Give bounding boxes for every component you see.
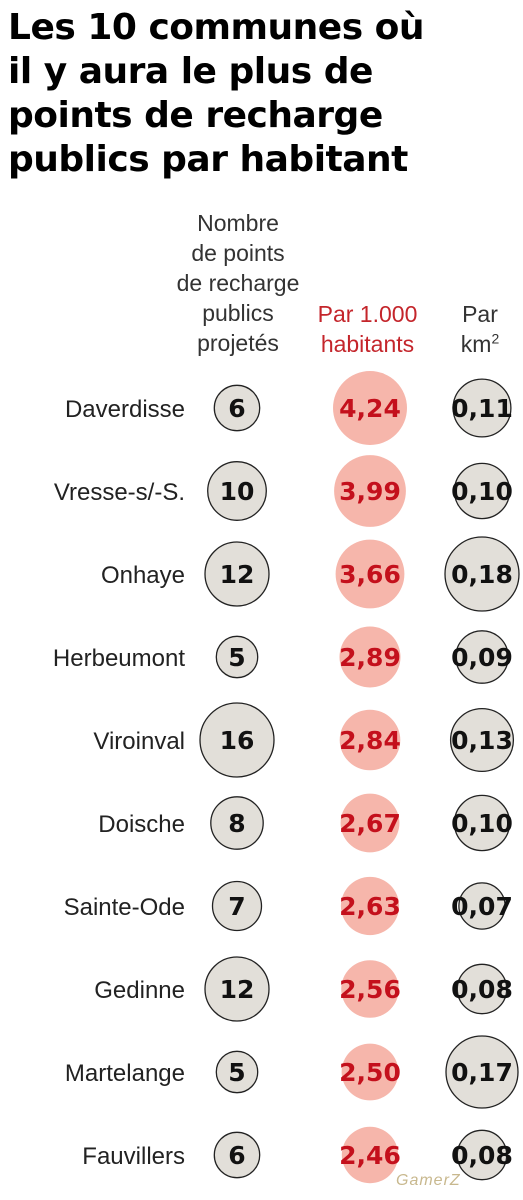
value-label-per-km2: 0,08 xyxy=(451,975,513,1004)
column-header-count: Nombre de points de recharge publics pro… xyxy=(176,210,300,356)
value-label-per-1000: 3,66 xyxy=(339,560,401,589)
value-label-per-1000: 2,67 xyxy=(339,809,401,838)
bubble-count xyxy=(210,796,264,850)
value-label-per-km2: 0,17 xyxy=(451,1058,513,1087)
bubble-per-km2 xyxy=(455,630,509,684)
value-label-per-km2: 0,09 xyxy=(451,643,513,672)
bubble-per-km2 xyxy=(456,1129,508,1181)
value-label-per-km2: 0,13 xyxy=(451,726,513,755)
value-label-count: 12 xyxy=(220,975,255,1004)
value-label-per-km2: 0,11 xyxy=(451,394,513,423)
watermark: GamerZ xyxy=(396,1172,461,1189)
commune-name: Sainte-Ode xyxy=(64,894,185,921)
bubble-per-1000 xyxy=(340,793,400,853)
value-label-per-1000: 2,89 xyxy=(339,643,401,672)
commune-name: Onhaye xyxy=(101,562,185,589)
commune-name: Viroinval xyxy=(93,728,185,755)
bubble-per-km2 xyxy=(456,963,508,1015)
bubble-per-1000 xyxy=(339,626,401,688)
bubble-per-1000 xyxy=(339,709,401,771)
column-header-per-km2-label: Par km xyxy=(460,301,498,357)
bubble-per-km2 xyxy=(444,536,520,612)
commune-name: Vresse-s/-S. xyxy=(54,479,185,506)
bubble-count xyxy=(211,880,263,932)
value-label-count: 6 xyxy=(228,394,245,423)
bubble-per-1000 xyxy=(341,960,399,1018)
commune-name: Gedinne xyxy=(94,977,185,1004)
value-label-per-1000: 2,46 xyxy=(339,1141,401,1170)
commune-name: Martelange xyxy=(65,1060,185,1087)
chart-title: Les 10 communes où il y aura le plus de … xyxy=(8,7,425,180)
value-label-per-km2: 0,08 xyxy=(451,1141,513,1170)
bubble-count xyxy=(215,635,259,679)
bubble-count xyxy=(199,702,275,778)
commune-name: Herbeumont xyxy=(53,645,185,672)
value-label-count: 7 xyxy=(228,892,245,921)
bubble-count xyxy=(207,461,267,521)
column-header-per-km2: Par km2 xyxy=(440,299,520,359)
value-label-per-1000: 3,99 xyxy=(339,477,401,506)
column-header-per-1000: Par 1.000 habitants xyxy=(317,301,418,357)
bubble-per-km2 xyxy=(445,1035,519,1109)
value-label-per-km2: 0,10 xyxy=(451,477,513,506)
bubble-per-1000 xyxy=(333,371,407,445)
value-label-per-1000: 2,50 xyxy=(339,1058,401,1087)
value-label-count: 5 xyxy=(228,1058,245,1087)
commune-name: Doische xyxy=(98,811,185,838)
column-header-per-km2-exponent: 2 xyxy=(491,330,500,347)
bubble-per-1000 xyxy=(340,876,400,936)
value-label-count: 12 xyxy=(220,560,255,589)
bubble-per-km2 xyxy=(453,462,511,520)
bubble-per-km2 xyxy=(458,882,506,930)
bubble-count xyxy=(213,384,261,432)
bubble-count xyxy=(204,541,270,607)
value-label-per-1000: 2,84 xyxy=(339,726,401,755)
bubble-per-km2 xyxy=(449,707,515,773)
bubble-per-1000 xyxy=(341,1126,399,1184)
bubble-count xyxy=(213,1131,261,1179)
value-label-per-km2: 0,07 xyxy=(451,892,513,921)
bubble-per-1000 xyxy=(334,455,406,527)
commune-name: Daverdisse xyxy=(65,396,185,423)
value-label-per-1000: 4,24 xyxy=(339,394,401,423)
bubble-per-km2 xyxy=(453,794,511,852)
value-label-count: 8 xyxy=(228,809,245,838)
commune-name: Fauvillers xyxy=(82,1143,185,1170)
bubble-per-1000 xyxy=(335,539,405,609)
value-label-count: 16 xyxy=(220,726,255,755)
value-label-per-km2: 0,18 xyxy=(451,560,513,589)
bubble-count xyxy=(204,956,270,1022)
value-label-count: 6 xyxy=(228,1141,245,1170)
value-label-count: 5 xyxy=(228,643,245,672)
bubble-per-1000 xyxy=(341,1043,399,1101)
value-label-per-km2: 0,10 xyxy=(451,809,513,838)
bubble-count xyxy=(215,1050,259,1094)
value-label-per-1000: 2,63 xyxy=(339,892,401,921)
value-label-per-1000: 2,56 xyxy=(339,975,401,1004)
bubble-per-km2 xyxy=(452,378,512,438)
value-label-count: 10 xyxy=(220,477,255,506)
